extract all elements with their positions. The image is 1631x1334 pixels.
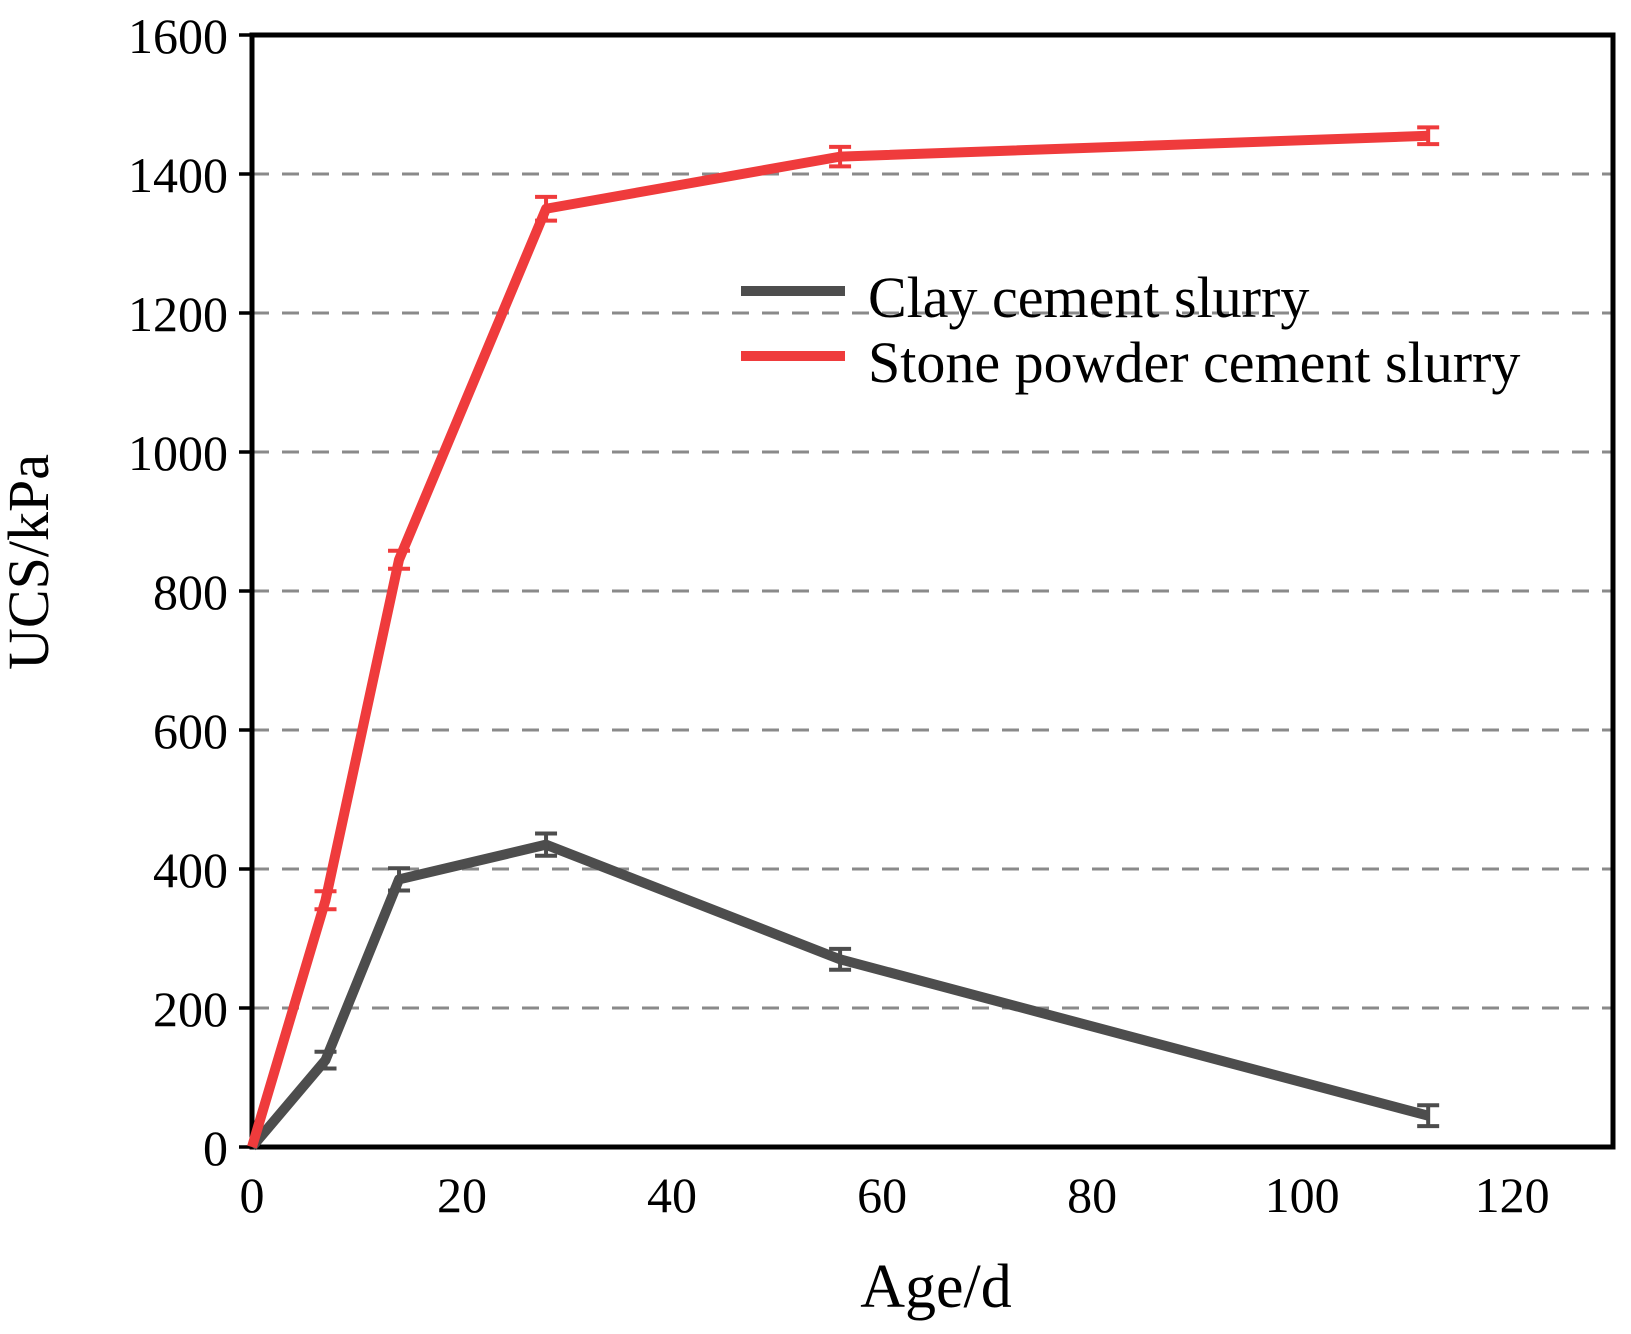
x-tick-label-100: 100: [1265, 1167, 1340, 1223]
legend-label-clay-cement-slurry: Clay cement slurry: [868, 265, 1309, 330]
error-bar: [535, 194, 558, 223]
x-tick-label-80: 80: [1067, 1167, 1117, 1223]
error-bar: [535, 831, 558, 858]
plot-frame: [249, 32, 1616, 1150]
y-tick-label-600: 600: [153, 703, 228, 759]
series-line-clay-cement-slurry: [248, 839, 1430, 1151]
x-tick-label-120: 120: [1475, 1167, 1550, 1223]
error-bar: [1417, 125, 1440, 147]
x-tick-label-60: 60: [857, 1167, 907, 1223]
data-series-group: [247, 125, 1440, 1151]
y-tick-label-1000: 1000: [128, 425, 228, 481]
y-tick-labels-group: 0 200 400 600 800 1000 1200 1400 1600: [128, 8, 228, 1176]
error-bar: [314, 889, 337, 912]
error-bar: [829, 946, 852, 972]
legend-label-stone-powder-cement-slurry: Stone powder cement slurry: [868, 330, 1520, 395]
gridlines-group: [252, 172, 1613, 1010]
y-tick-label-1200: 1200: [128, 286, 228, 342]
error-bar: [1417, 1103, 1440, 1129]
y-tick-label-200: 200: [153, 981, 228, 1037]
x-tick-labels-group: 0 20 40 60 80 100 120: [240, 1167, 1550, 1223]
error-bar: [388, 866, 411, 893]
y-tick-label-400: 400: [153, 842, 228, 898]
y-tick-label-1400: 1400: [128, 147, 228, 203]
y-tick-label-1600: 1600: [128, 8, 228, 64]
y-tick-label-0: 0: [203, 1120, 228, 1176]
error-bar: [829, 144, 852, 169]
error-bar: [314, 1049, 337, 1071]
x-tick-label-40: 40: [647, 1167, 697, 1223]
y-tick-label-800: 800: [153, 564, 228, 620]
error-bar: [388, 548, 411, 571]
x-tick-label-0: 0: [240, 1167, 265, 1223]
x-axis-title: Age/d: [860, 1253, 1012, 1321]
x-tick-label-20: 20: [437, 1167, 487, 1223]
series-line-stone-powder-cement-slurry: [247, 130, 1429, 1149]
y-axis-title: UCS/kPa: [0, 454, 61, 670]
